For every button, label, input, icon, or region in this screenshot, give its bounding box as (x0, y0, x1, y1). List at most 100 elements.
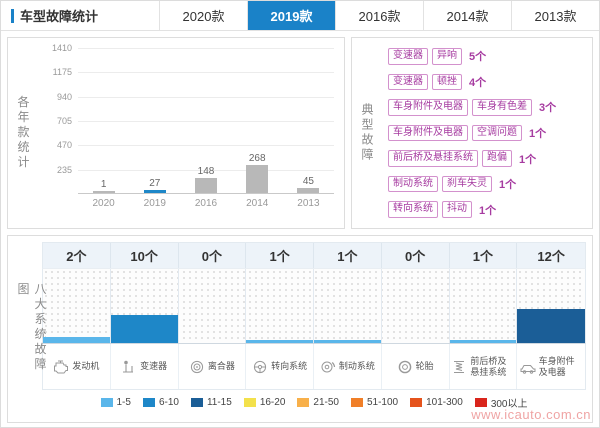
systems-side-label: 八大系统故障图 (16, 282, 47, 373)
systems-plot (42, 268, 586, 344)
legend-range-label: 16-20 (259, 396, 286, 408)
x-tick-label: 2020 (92, 197, 115, 209)
system-label-cell: 车身附件及电器 (517, 344, 585, 389)
system-label: 变速器 (140, 361, 168, 372)
legend-item: 16-20 (243, 396, 286, 408)
system-label-cell: 发动机 (43, 344, 111, 389)
tab-2016款[interactable]: 2016款 (335, 1, 423, 30)
bar (314, 340, 381, 343)
legend-swatch (474, 397, 487, 407)
system-label-cell: 前后桥及悬挂系统 (450, 344, 518, 389)
bar (297, 188, 320, 193)
fault-tag: 前后桥及悬挂系统 (388, 150, 478, 167)
title-wrap: 车型故障统计 (1, 1, 159, 30)
gridline (78, 72, 334, 74)
x-tick-label: 2013 (297, 197, 320, 209)
bar (449, 340, 517, 343)
legend-range-label: 6-10 (158, 396, 179, 408)
x-tick-label: 2014 (246, 197, 269, 209)
yearly-bar-column: 148 (180, 48, 231, 193)
system-count: 0个 (382, 243, 450, 268)
y-tick-label: 1175 (52, 67, 72, 78)
yearly-xlabels: 2020 2019 2016 2014 2013 (78, 194, 334, 212)
system-count: 10个 (111, 243, 179, 268)
faults-side-label: 典型故障 (360, 103, 374, 163)
legend-swatch (243, 397, 256, 407)
system-bar-cell (179, 269, 247, 343)
fault-row: 车身附件及电器 车身有色差 3个 (388, 99, 584, 116)
fault-row: 车身附件及电器 空调问题 1个 (388, 124, 584, 142)
title-accent-bar (11, 8, 14, 23)
system-bar-cell (517, 269, 585, 343)
tab-2019款[interactable]: 2019款 (247, 1, 335, 30)
year-tabs: 2020款 2019款 2016款 2014款 2013款 (159, 1, 599, 30)
bar (246, 340, 313, 343)
fault-tag: 空调问题 (472, 124, 522, 142)
bar (43, 337, 110, 343)
clutch-icon (189, 360, 205, 374)
yearly-bar-column: 1 (78, 48, 129, 193)
legend-range-label: 21-50 (313, 396, 339, 408)
fault-count: 3个 (539, 102, 557, 115)
system-count: 0个 (179, 243, 247, 268)
fault-tag: 转向系统 (388, 201, 438, 218)
bar (143, 190, 166, 193)
tab-2020款[interactable]: 2020款 (159, 1, 247, 30)
transmission-icon (121, 360, 137, 374)
yearly-bar-column: 27 (129, 48, 180, 193)
gridline (78, 121, 334, 122)
fault-row: 变速器 顿挫 4个 (388, 73, 584, 91)
gridline (78, 145, 334, 147)
tab-2014款[interactable]: 2014款 (423, 1, 511, 30)
content: 各年款统计 235 470 705 940 1175 1410 1 27 148 268 45 2… (1, 31, 599, 427)
system-label-cell: 变速器 (111, 344, 179, 389)
system-bar-cell (382, 269, 450, 343)
bar-value-label: 148 (197, 165, 215, 177)
systems-legend: 1-5 6-10 11-15 16-20 21-50 51-100 101-300 300以上 (42, 390, 586, 414)
tire-icon (397, 360, 413, 374)
fault-tag: 制动系统 (388, 175, 438, 193)
typical-faults-panel: 典型故障 变速器 异响 5个 变速器 顿挫 4个 车身附件及电器 车身有色差 3个车身附件及电器… (351, 37, 593, 229)
legend-item: 101-300 (410, 397, 463, 408)
legend-item: 21-50 (297, 397, 339, 408)
fault-row: 制动系统 刹车失灵 1个 (388, 175, 584, 193)
system-bar-cell (110, 269, 179, 343)
fault-row: 变速器 异响 5个 (388, 48, 584, 65)
legend-swatch (142, 397, 155, 407)
y-tick-label: 1410 (51, 43, 72, 53)
fault-tag: 跑偏 (482, 150, 512, 167)
fault-tag: 车身附件及电器 (388, 124, 468, 142)
x-tick-label: 2019 (143, 197, 166, 209)
yearly-ticks: 235 470 705 940 1175 1410 (42, 44, 78, 194)
system-label-cell: 轮胎 (382, 344, 450, 389)
fault-tag: 车身有色差 (472, 99, 532, 116)
legend-range-label: 11-15 (206, 396, 232, 408)
fault-tag: 抖动 (442, 201, 472, 218)
tab-2013款[interactable]: 2013款 (511, 1, 599, 30)
legend-item: 1-5 (100, 397, 131, 408)
engine-icon (53, 360, 69, 374)
gridline (78, 48, 334, 49)
fault-row: 前后桥及悬挂系统 跑偏 1个 (388, 150, 584, 167)
system-label-cell: 离合器 (179, 344, 247, 389)
fault-tag: 刹车失灵 (442, 175, 492, 193)
brake-icon (320, 360, 336, 374)
legend-item: 300以上 (474, 395, 528, 410)
system-count: 1个 (314, 243, 382, 268)
yearly-stats-panel: 各年款统计 235 470 705 940 1175 1410 1 27 148 268 45 2… (7, 37, 345, 229)
y-tick-label: 705 (56, 116, 72, 126)
legend-swatch (100, 397, 113, 407)
fault-count: 5个 (469, 51, 487, 64)
system-label: 离合器 (207, 361, 235, 372)
system-bar-cell (43, 269, 111, 343)
system-count: 12个 (537, 249, 565, 264)
bar (517, 309, 585, 343)
legend-range-label: 51-100 (366, 396, 399, 408)
bar-value-label: 27 (149, 178, 161, 190)
system-label-cell: 制动系统 (314, 344, 382, 389)
system-count: 1个 (450, 243, 518, 268)
fault-count: 1个 (529, 127, 547, 140)
yearly-bars-layer: 1 27 148 268 45 (78, 48, 334, 193)
bar (110, 315, 178, 343)
